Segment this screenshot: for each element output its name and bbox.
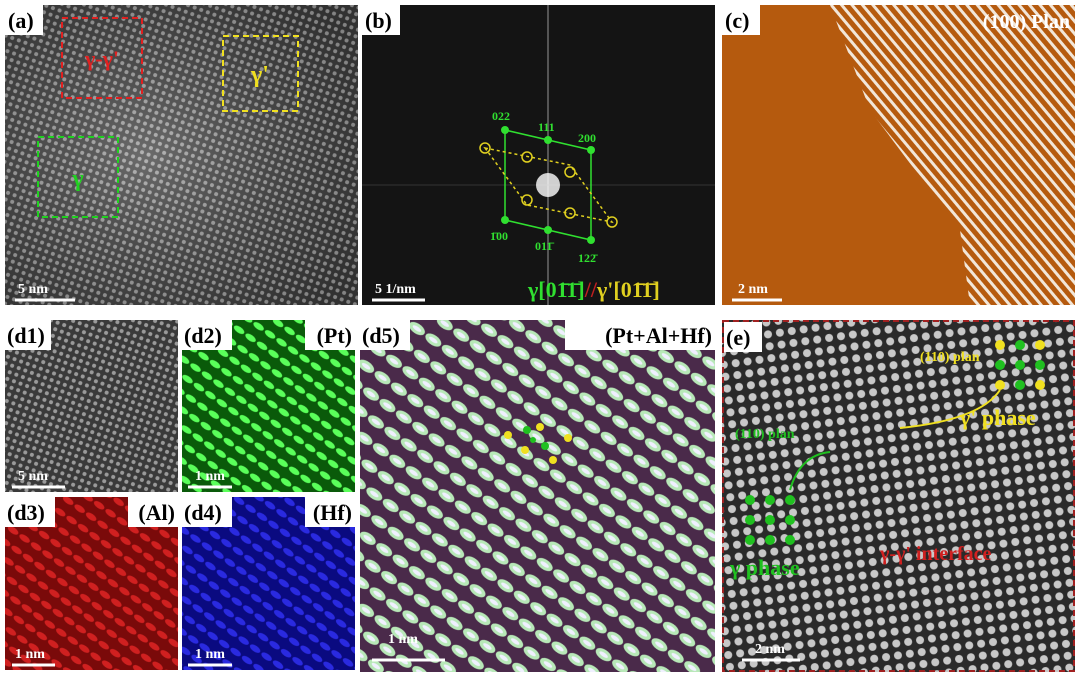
- spot-label: 022: [492, 109, 510, 123]
- box-label: γ': [250, 62, 269, 88]
- panel-label: (e): [726, 325, 750, 350]
- panel-b: 022 111 200 1̄00 011̄ 122̄ γ[01̄1̄]//γ'[…: [362, 5, 715, 305]
- panel-d4: (d4) (Hf) 1 nm: [182, 497, 355, 670]
- scale-label: 1 nm: [15, 647, 45, 662]
- scale-label: 1 nm: [195, 469, 225, 484]
- spot-label: 011̄: [535, 239, 554, 253]
- phase-label: γ' phase: [959, 405, 1036, 430]
- box-label: γ-γ': [84, 46, 119, 71]
- panel-a: γ-γ' γ' γ (a) 5 nm: [5, 5, 358, 305]
- panel-label: (b): [365, 8, 392, 33]
- zone-sep: //: [584, 277, 598, 302]
- panel-label: (d2): [184, 323, 222, 348]
- plan-label: (110) plan: [920, 350, 980, 365]
- panel-label: (d5): [362, 323, 400, 348]
- scale-label: 2 nm: [738, 282, 768, 297]
- scale-label: 5 1/nm: [375, 282, 416, 297]
- spot-label: 111: [538, 120, 555, 134]
- panel-d2: (d2) (Pt) 1 nm: [182, 320, 355, 492]
- spot-label: 122̄: [578, 251, 598, 265]
- scale-label: 5 nm: [18, 282, 48, 297]
- interface-label: γ-γ' interface: [879, 543, 992, 565]
- scale-label: 1 nm: [195, 647, 225, 662]
- phase-label: γ phase: [729, 555, 800, 580]
- panel-title: (100) Plan: [983, 11, 1070, 33]
- box-label: γ: [71, 166, 83, 192]
- plan-label: (110) plan: [735, 427, 795, 442]
- zone-axis: γ[01̄1̄]//γ'[01̄1̄]: [527, 277, 660, 302]
- element-label: (Al): [138, 500, 175, 525]
- element-label: (Hf): [313, 500, 352, 525]
- panel-label: (a): [8, 8, 34, 33]
- zone-gamma-prime: γ'[01̄1̄]: [596, 277, 660, 302]
- scale-label: 2 nm: [755, 642, 785, 657]
- panel-label: (d3): [7, 500, 45, 525]
- element-label: (Pt): [317, 323, 352, 348]
- panel-c: (c) (100) Plan 2 nm: [722, 5, 1075, 305]
- panel-label: (c): [725, 8, 749, 33]
- scale-label: 5 nm: [18, 469, 48, 484]
- spot-label: 1̄00: [490, 229, 508, 243]
- spot-label: 200: [578, 131, 596, 145]
- panel-d3: (d3) (Al) 1 nm: [5, 497, 178, 670]
- panel-d5: (d5) (Pt+Al+Hf) 1 nm: [360, 320, 715, 672]
- panel-d1: (d1) 5 nm: [5, 320, 178, 492]
- panel-label: (d4): [184, 500, 222, 525]
- zone-gamma: γ[01̄1̄]: [527, 277, 585, 302]
- panel-label: (d1): [7, 323, 45, 348]
- element-label: (Pt+Al+Hf): [605, 323, 712, 348]
- scale-label: 1 nm: [388, 632, 418, 647]
- panel-e: (110) plan (110) plan γ' phase γ phase γ…: [722, 320, 1075, 672]
